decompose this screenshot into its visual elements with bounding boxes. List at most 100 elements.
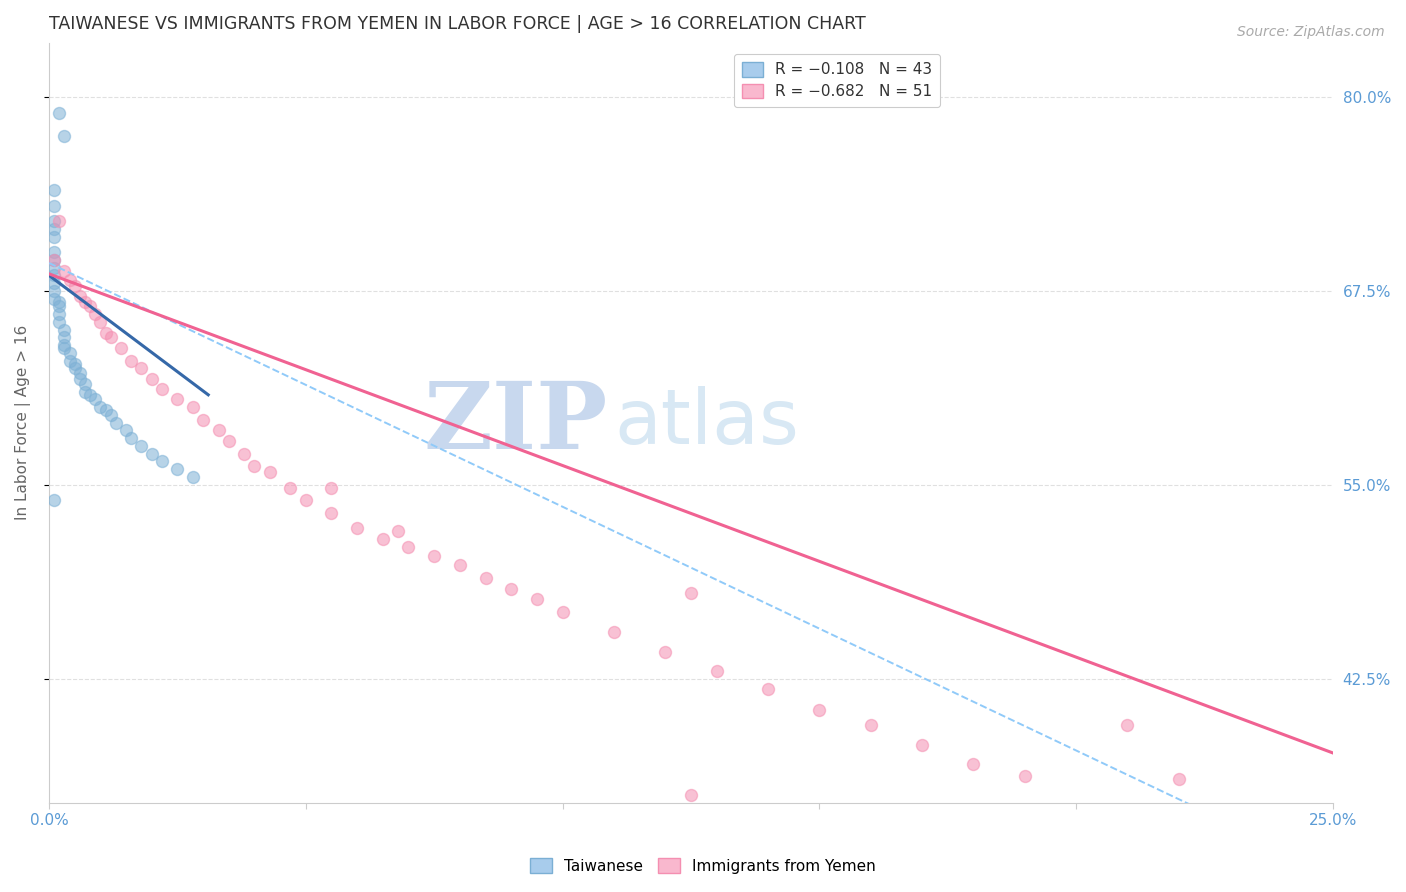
Point xyxy=(44,229,66,244)
Point xyxy=(44,268,66,283)
Point xyxy=(69,288,91,302)
Point xyxy=(120,353,142,368)
Point xyxy=(79,300,101,314)
Point xyxy=(911,738,934,752)
Point xyxy=(73,384,96,399)
Point xyxy=(94,403,117,417)
Point xyxy=(1014,769,1036,783)
Point xyxy=(58,346,80,360)
Point xyxy=(63,361,86,376)
Point xyxy=(321,481,343,495)
Point xyxy=(218,434,240,449)
Text: ZIP: ZIP xyxy=(423,377,607,467)
Point xyxy=(44,245,66,260)
Point xyxy=(243,459,266,474)
Point xyxy=(141,372,163,386)
Point xyxy=(84,392,107,407)
Point xyxy=(48,214,70,228)
Point xyxy=(115,424,138,438)
Point xyxy=(859,718,882,732)
Point xyxy=(69,372,91,386)
Point xyxy=(53,264,76,278)
Text: atlas: atlas xyxy=(614,385,799,459)
Point xyxy=(808,702,831,716)
Point xyxy=(44,214,66,228)
Point xyxy=(321,506,343,520)
Point xyxy=(44,260,66,275)
Point xyxy=(48,315,70,329)
Point xyxy=(679,586,702,600)
Point xyxy=(706,664,728,678)
Point xyxy=(679,788,702,802)
Point xyxy=(603,625,626,640)
Point xyxy=(53,323,76,337)
Point xyxy=(233,447,256,461)
Point xyxy=(962,756,984,771)
Text: Source: ZipAtlas.com: Source: ZipAtlas.com xyxy=(1237,25,1385,39)
Point xyxy=(44,493,66,508)
Point xyxy=(131,439,153,453)
Point xyxy=(44,199,66,213)
Point xyxy=(44,284,66,298)
Point xyxy=(131,361,153,376)
Point xyxy=(89,401,111,415)
Point xyxy=(44,292,66,306)
Point xyxy=(526,592,548,607)
Point xyxy=(94,326,117,340)
Point xyxy=(110,341,132,355)
Point xyxy=(58,353,80,368)
Point xyxy=(371,532,394,546)
Point xyxy=(150,454,173,468)
Point xyxy=(44,183,66,197)
Point xyxy=(44,252,66,267)
Point xyxy=(346,521,368,535)
Point xyxy=(84,307,107,321)
Point xyxy=(44,222,66,236)
Legend: Taiwanese, Immigrants from Yemen: Taiwanese, Immigrants from Yemen xyxy=(524,852,882,880)
Point xyxy=(48,294,70,309)
Point xyxy=(104,416,127,430)
Point xyxy=(150,382,173,396)
Point xyxy=(44,276,66,290)
Text: TAIWANESE VS IMMIGRANTS FROM YEMEN IN LABOR FORCE | AGE > 16 CORRELATION CHART: TAIWANESE VS IMMIGRANTS FROM YEMEN IN LA… xyxy=(49,15,866,33)
Point xyxy=(654,645,676,659)
Point xyxy=(501,582,523,596)
Point xyxy=(48,300,70,314)
Point xyxy=(53,128,76,143)
Point xyxy=(1116,718,1139,732)
Point xyxy=(387,524,409,539)
Point xyxy=(474,571,496,585)
Point xyxy=(141,447,163,461)
Point xyxy=(53,330,76,344)
Point xyxy=(756,682,779,697)
Point xyxy=(44,252,66,267)
Point xyxy=(100,330,122,344)
Point xyxy=(89,315,111,329)
Point xyxy=(48,105,70,120)
Point xyxy=(63,279,86,293)
Point xyxy=(181,470,204,484)
Point xyxy=(63,357,86,371)
Point xyxy=(166,462,188,476)
Point xyxy=(294,493,316,508)
Point xyxy=(166,392,188,407)
Point xyxy=(1167,772,1189,787)
Point xyxy=(73,294,96,309)
Point xyxy=(53,341,76,355)
Point xyxy=(207,424,229,438)
Point xyxy=(398,540,420,554)
Point xyxy=(48,307,70,321)
Point xyxy=(73,376,96,391)
Point xyxy=(120,431,142,445)
Point xyxy=(53,338,76,352)
Point xyxy=(423,549,446,563)
Point xyxy=(58,273,80,287)
Point xyxy=(79,388,101,402)
Y-axis label: In Labor Force | Age > 16: In Labor Force | Age > 16 xyxy=(15,325,31,520)
Point xyxy=(100,408,122,422)
Point xyxy=(191,412,214,426)
Point xyxy=(69,366,91,380)
Point xyxy=(449,558,471,573)
Point xyxy=(551,605,574,619)
Point xyxy=(259,466,281,480)
